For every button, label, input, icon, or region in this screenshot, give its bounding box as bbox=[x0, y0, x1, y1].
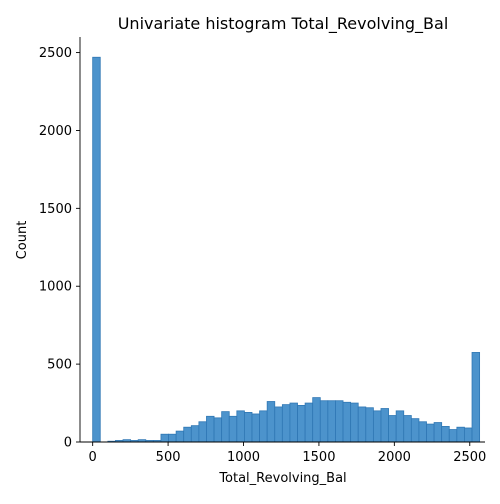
histogram-bar bbox=[251, 413, 260, 443]
y-tick-label: 2500 bbox=[39, 46, 72, 61]
histogram-bars bbox=[92, 56, 481, 443]
histogram-bar bbox=[357, 406, 367, 443]
histogram-bar bbox=[448, 429, 458, 443]
histogram-bar bbox=[342, 401, 352, 443]
x-tick-label: 2000 bbox=[378, 450, 411, 465]
histogram-bar bbox=[190, 425, 200, 443]
histogram-bar bbox=[388, 415, 397, 443]
histogram-bar bbox=[395, 410, 405, 443]
x-axis: 0 500 1000 1500 2000 2500 bbox=[80, 441, 486, 465]
y-axis: 0 500 1000 1500 2000 2500 bbox=[39, 37, 81, 451]
histogram-bar bbox=[410, 418, 420, 443]
histogram-bar bbox=[175, 430, 185, 443]
y-tick-label: 2000 bbox=[39, 124, 72, 139]
histogram-bar bbox=[206, 415, 215, 443]
histogram-bar bbox=[289, 402, 298, 443]
histogram-bar bbox=[312, 397, 321, 443]
histogram-bar bbox=[168, 433, 177, 443]
histogram-bar bbox=[244, 412, 253, 443]
histogram-bar bbox=[160, 433, 169, 443]
histogram-bar bbox=[236, 410, 245, 443]
y-tick-label: 0 bbox=[64, 436, 72, 451]
histogram-bar bbox=[433, 422, 443, 443]
histogram-bar bbox=[441, 426, 450, 443]
x-tick-label: 500 bbox=[156, 450, 181, 465]
histogram-bar bbox=[304, 402, 314, 443]
histogram-bar bbox=[350, 402, 359, 443]
histogram-bar bbox=[213, 417, 223, 443]
chart-title: Univariate histogram Total_Revolving_Bal bbox=[118, 14, 449, 34]
y-tick-label: 500 bbox=[47, 358, 72, 373]
histogram-bar bbox=[281, 404, 291, 443]
histogram-bar bbox=[266, 401, 276, 443]
y-tick-label: 1000 bbox=[39, 280, 72, 295]
histogram-bar bbox=[327, 400, 336, 443]
histogram-bar bbox=[92, 56, 101, 443]
x-tick-label: 2500 bbox=[453, 450, 486, 465]
y-axis-label: Count bbox=[15, 221, 30, 260]
histogram-bar bbox=[198, 421, 207, 443]
histogram-bar bbox=[221, 411, 230, 443]
histogram-bar bbox=[319, 400, 329, 443]
histogram-bar bbox=[259, 410, 268, 443]
x-axis-label: Total_Revolving_Bal bbox=[218, 471, 346, 486]
y-tick-label: 1500 bbox=[39, 202, 72, 217]
histogram-bar bbox=[228, 415, 238, 443]
x-tick-label: 1000 bbox=[227, 450, 260, 465]
histogram-bar bbox=[274, 406, 283, 443]
x-tick-label: 1500 bbox=[302, 450, 335, 465]
histogram-bar bbox=[464, 427, 473, 443]
histogram-bar bbox=[365, 407, 374, 443]
histogram-bar bbox=[335, 400, 344, 443]
x-tick-label: 0 bbox=[89, 450, 97, 465]
histogram-bar bbox=[183, 426, 192, 443]
histogram-bar bbox=[471, 352, 481, 443]
histogram-bar bbox=[418, 421, 427, 443]
histogram-bar bbox=[403, 415, 412, 443]
histogram-bar bbox=[380, 408, 389, 443]
histogram-bar bbox=[456, 426, 465, 443]
histogram-bar bbox=[372, 410, 382, 443]
histogram-bar bbox=[297, 404, 306, 443]
histogram-bar bbox=[426, 423, 435, 443]
